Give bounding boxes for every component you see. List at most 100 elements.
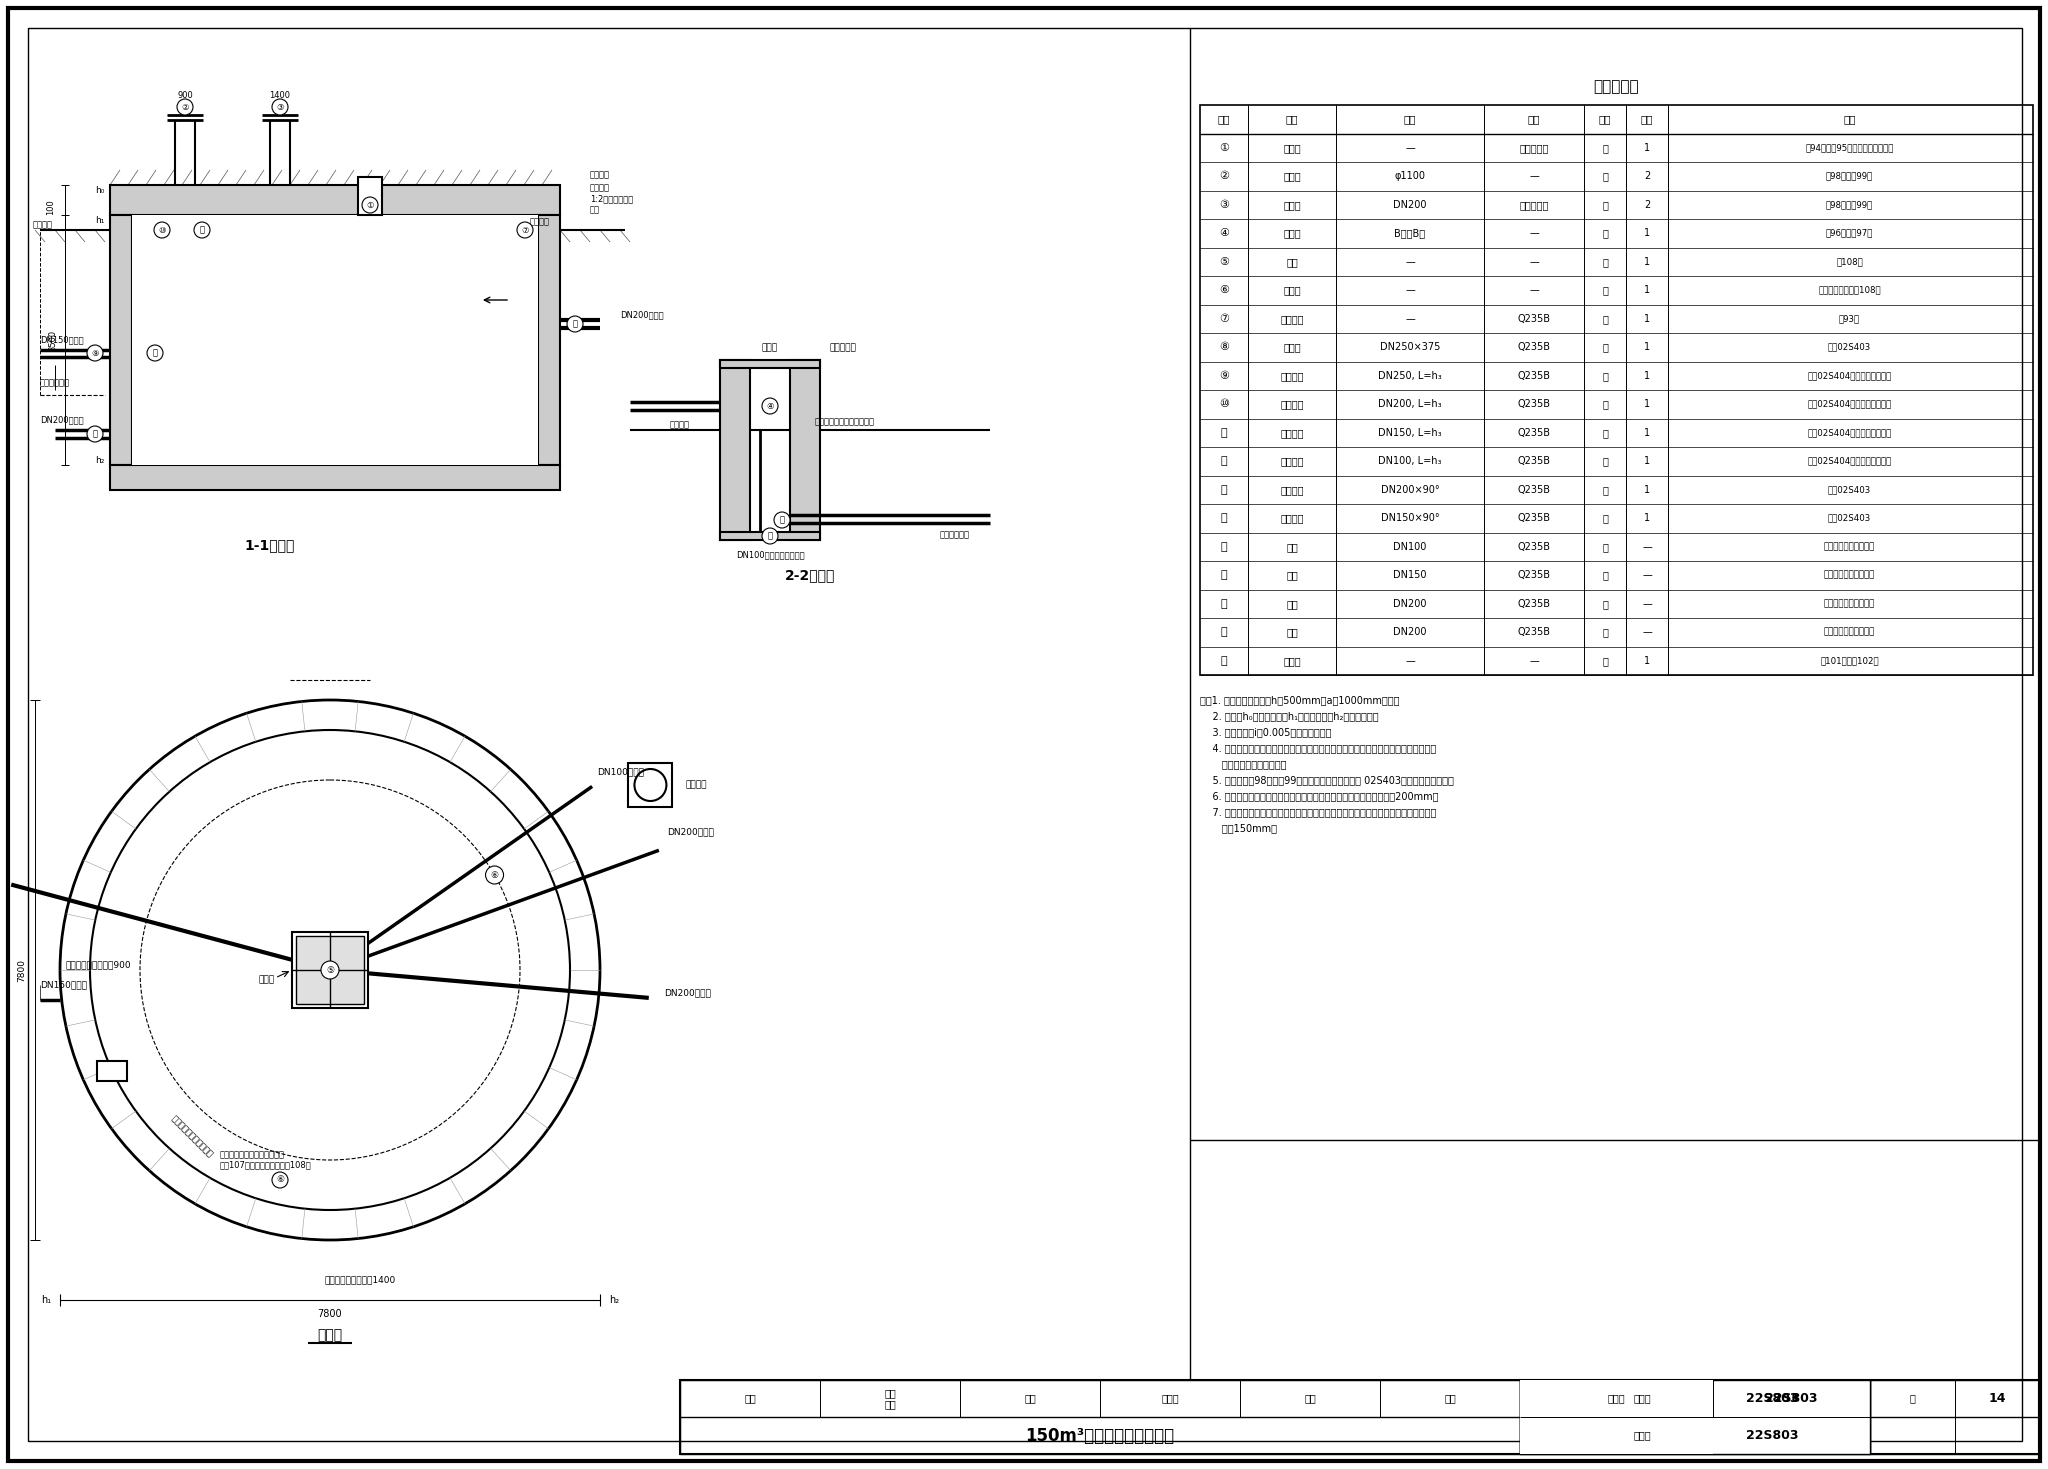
Text: 米: 米 [1602, 627, 1608, 638]
Text: 覆土夯实: 覆土夯实 [590, 170, 610, 179]
Text: 页: 页 [1909, 1394, 1915, 1403]
Text: 详见02S404，规格由设计选定: 详见02S404，规格由设计选定 [1808, 429, 1892, 438]
Text: 通风管，高出覆土面900: 通风管，高出覆土面900 [66, 961, 131, 970]
Text: 个: 个 [1602, 457, 1608, 466]
Bar [539, 214, 559, 466]
Bar [297, 936, 365, 1003]
Bar [1520, 1379, 1712, 1454]
Text: DN250×375: DN250×375 [1380, 342, 1440, 353]
Text: ⑲: ⑲ [1221, 655, 1227, 665]
Text: —: — [1642, 570, 1653, 580]
Circle shape [86, 426, 102, 442]
Text: 根据现场条件据实调整: 根据现场条件据实调整 [1825, 627, 1876, 636]
Text: 钉梯: 钉梯 [1286, 257, 1298, 267]
Text: DN100泄水管贴坑底布置: DN100泄水管贴坑底布置 [735, 551, 805, 560]
Text: ⑫: ⑫ [768, 532, 772, 541]
Bar [680, 1379, 1520, 1454]
Text: 设计: 设计 [1305, 1394, 1317, 1403]
Text: 根据现场条件据实调整: 根据现场条件据实调整 [1825, 542, 1876, 551]
Text: 校对: 校对 [1024, 1394, 1036, 1403]
Text: 水管吸架: 水管吸架 [1280, 314, 1305, 323]
Text: h₁: h₁ [96, 216, 104, 225]
Text: 150m³圆形蓄水池总布置图: 150m³圆形蓄水池总布置图 [1026, 1426, 1176, 1444]
Text: 座: 座 [1602, 655, 1608, 665]
Text: —: — [1530, 172, 1538, 181]
Text: 1: 1 [1645, 513, 1651, 523]
Text: Q235B: Q235B [1518, 570, 1550, 580]
Text: —: — [1405, 655, 1415, 665]
Text: ⑰: ⑰ [1221, 599, 1227, 608]
Text: 防水套管: 防水套管 [1280, 400, 1305, 410]
Text: Q235B: Q235B [1518, 427, 1550, 438]
Text: 1: 1 [1645, 370, 1651, 380]
Text: DN200, L=h₃: DN200, L=h₃ [1378, 400, 1442, 410]
Text: 2: 2 [1645, 200, 1651, 210]
Text: 2. 本图中h₀为顶板厅度，h₁为底板厅度，h₂为池壁厅度。: 2. 本图中h₀为顶板厅度，h₁为底板厅度，h₂为池壁厅度。 [1200, 711, 1378, 721]
Text: 第101页、第102页: 第101页、第102页 [1821, 657, 1878, 665]
Text: 溢水堰: 溢水堰 [762, 344, 778, 353]
Text: 米: 米 [1602, 599, 1608, 608]
Text: 1: 1 [1645, 427, 1651, 438]
Text: DN100, L=h₃: DN100, L=h₃ [1378, 457, 1442, 466]
Text: 详见02S404，规格由设计选定: 详见02S404，规格由设计选定 [1808, 457, 1892, 466]
Text: 钉管: 钉管 [1286, 570, 1298, 580]
Text: 3. 池底排水坡i＝0.005，排向集水坑。: 3. 池底排水坡i＝0.005，排向集水坑。 [1200, 727, 1331, 737]
Circle shape [86, 345, 102, 361]
Text: 图集号: 图集号 [1634, 1431, 1651, 1441]
Text: 2-2剖面图: 2-2剖面图 [784, 569, 836, 582]
Text: ⑯: ⑯ [1221, 570, 1227, 580]
Text: 工程数量表: 工程数量表 [1593, 79, 1638, 94]
Text: 7. 用作小区与建筑生活饮用水水池时，进水管口最低点高出溢流边缘的空气间隙不应: 7. 用作小区与建筑生活饮用水水池时，进水管口最低点高出溢流边缘的空气间隙不应 [1200, 806, 1436, 817]
Text: DN200出水管: DN200出水管 [41, 416, 84, 425]
Text: 7800: 7800 [18, 958, 27, 981]
Text: DN200×90°: DN200×90° [1380, 485, 1440, 495]
Text: Q235B: Q235B [1518, 342, 1550, 353]
Text: 个: 个 [1602, 228, 1608, 238]
Text: 1: 1 [1645, 400, 1651, 410]
Bar [1200, 104, 2034, 674]
Text: —: — [1642, 542, 1653, 552]
Text: DN150进水管: DN150进水管 [41, 980, 86, 990]
Text: 个: 个 [1602, 342, 1608, 353]
Text: h₂: h₂ [608, 1296, 618, 1304]
Text: ④: ④ [1219, 228, 1229, 238]
Text: 2: 2 [1645, 172, 1651, 181]
Bar [131, 214, 539, 466]
Text: 溢水井进、出水管标高相同: 溢水井进、出水管标高相同 [815, 417, 874, 426]
Text: —: — [1530, 228, 1538, 238]
Text: ⑩: ⑩ [1219, 400, 1229, 410]
Text: Q235B: Q235B [1518, 457, 1550, 466]
Text: ⑫: ⑫ [1221, 457, 1227, 466]
Text: 22S803: 22S803 [1745, 1429, 1798, 1443]
Text: —: — [1405, 142, 1415, 153]
Circle shape [516, 222, 532, 238]
Text: ③: ③ [1219, 200, 1229, 210]
Circle shape [774, 513, 791, 527]
Text: —: — [1405, 257, 1415, 267]
Text: ⑧: ⑧ [1219, 342, 1229, 353]
Text: Q235B: Q235B [1518, 485, 1550, 495]
Bar [98, 1062, 127, 1081]
Text: 钉管: 钉管 [1286, 627, 1298, 638]
Circle shape [147, 345, 164, 361]
Bar [111, 466, 559, 491]
Text: 平面图: 平面图 [317, 1328, 342, 1343]
Bar [111, 214, 131, 466]
Text: ③: ③ [276, 103, 285, 112]
Text: ⑪: ⑪ [1221, 427, 1227, 438]
Text: 异径管: 异径管 [1284, 342, 1300, 353]
Text: 尺寸据工程具体情况确定: 尺寸据工程具体情况确定 [170, 1114, 215, 1159]
Text: 图集号: 图集号 [1634, 1394, 1651, 1403]
Text: 4. 检修孔、液位仪安装孔、各种水管管径、根数、平面位置、高程以及集水坑位置等: 4. 检修孔、液位仪安装孔、各种水管管径、根数、平面位置、高程以及集水坑位置等 [1200, 743, 1436, 754]
Text: Q235B: Q235B [1518, 370, 1550, 380]
Text: 14: 14 [1989, 1393, 2007, 1404]
Text: 米: 米 [1602, 542, 1608, 552]
Text: 审核: 审核 [743, 1394, 756, 1403]
Text: 通风管: 通风管 [1284, 200, 1300, 210]
Text: DN100潜水管: DN100潜水管 [598, 767, 645, 776]
Circle shape [322, 961, 340, 978]
Bar [721, 360, 819, 369]
Text: 1400: 1400 [270, 91, 291, 100]
Text: ④: ④ [766, 401, 774, 410]
Text: 22S803: 22S803 [1765, 1393, 1817, 1404]
